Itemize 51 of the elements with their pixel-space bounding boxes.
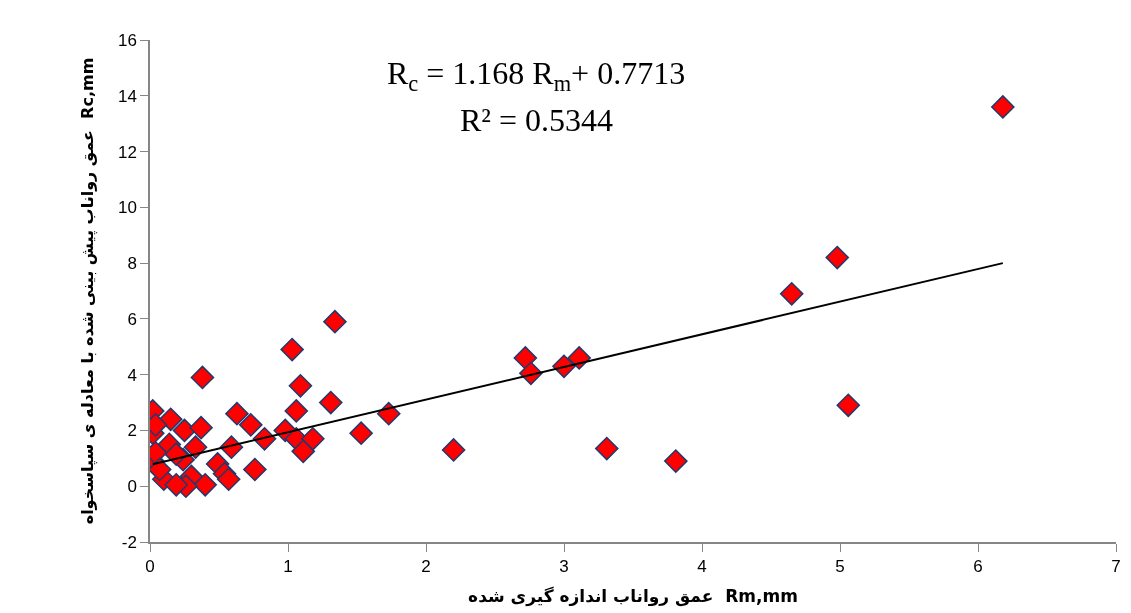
y-tick-label: 16 bbox=[117, 30, 137, 50]
x-tick-label: 3 bbox=[559, 557, 569, 577]
point bbox=[216, 467, 241, 492]
point bbox=[779, 281, 804, 306]
point bbox=[238, 413, 263, 437]
point bbox=[193, 473, 217, 497]
x-tick-label: 7 bbox=[1111, 557, 1121, 577]
y-axis-title: عمق رواناب پیش بینی شده با معادله ی سپاسخواه Rc,mm bbox=[78, 57, 99, 525]
x-tick-label: 5 bbox=[835, 557, 845, 577]
point bbox=[318, 390, 343, 415]
point bbox=[663, 449, 688, 473]
point bbox=[376, 401, 401, 426]
point bbox=[513, 346, 538, 370]
x-tick-label: 4 bbox=[697, 557, 707, 577]
point bbox=[567, 346, 591, 370]
y-tick-label: -2 bbox=[121, 532, 137, 552]
y-tick-label: 0 bbox=[127, 477, 137, 497]
point bbox=[323, 309, 347, 334]
y-tick-label: 12 bbox=[117, 142, 137, 162]
point bbox=[291, 439, 315, 464]
x-tick-label: 6 bbox=[973, 557, 983, 577]
x-tick-label: 1 bbox=[283, 557, 293, 577]
point bbox=[825, 245, 850, 270]
point bbox=[441, 438, 466, 462]
point bbox=[172, 418, 197, 443]
point bbox=[836, 393, 861, 418]
y-tick-label: 6 bbox=[127, 309, 137, 329]
point bbox=[349, 421, 373, 446]
y-tick-label: 4 bbox=[127, 365, 137, 385]
point bbox=[158, 407, 183, 432]
x-tick-label: 2 bbox=[421, 557, 431, 577]
y-tick-label: 8 bbox=[127, 254, 137, 274]
point bbox=[280, 337, 304, 362]
y-tick-label: 14 bbox=[117, 86, 137, 106]
annotation: R² = 0.5344 bbox=[460, 102, 613, 138]
point bbox=[991, 95, 1015, 119]
point bbox=[189, 415, 213, 440]
point bbox=[288, 374, 313, 398]
point bbox=[594, 436, 619, 461]
point bbox=[183, 435, 208, 459]
annotation: R$_{c}$ = 1.168 R$_{m}$+ 0.7713 bbox=[387, 55, 686, 96]
x-axis-title: عمق رواناب اندازه گیری شده Rm,mm bbox=[468, 586, 798, 608]
point bbox=[284, 399, 309, 423]
point bbox=[164, 473, 189, 497]
point bbox=[190, 365, 215, 390]
point bbox=[225, 401, 249, 426]
point bbox=[301, 427, 325, 451]
point bbox=[243, 457, 267, 482]
x-tick-label: 0 bbox=[145, 557, 155, 577]
y-tick-label: 2 bbox=[127, 421, 137, 441]
y-tick-label: 10 bbox=[117, 198, 137, 218]
